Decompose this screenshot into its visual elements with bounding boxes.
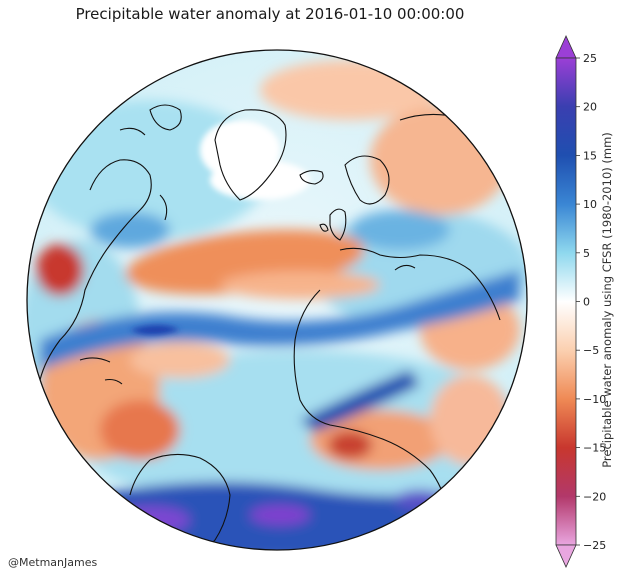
globe-map [26, 49, 528, 551]
colorbar-tick-label: 0 [583, 296, 590, 309]
colorbar-ticks: 25 20 15 10 5 0 −5 −10 −15 −20 −25 [576, 52, 606, 552]
colorbar-tick-label: 15 [583, 149, 597, 162]
colorbar-tick-label: 20 [583, 101, 597, 114]
colorbar-tick-label: 10 [583, 198, 597, 211]
colorbar-tick-label: −15 [583, 442, 606, 455]
chart-title: Precipitable water anomaly at 2016-01-10… [75, 5, 465, 23]
colorbar-top-extension [555, 35, 577, 59]
colorbar-bar [555, 57, 577, 546]
colorbar-bottom-extension [555, 544, 577, 568]
colorbar-tick-label: −20 [583, 490, 606, 503]
credit-text: @MetmanJames [8, 556, 98, 569]
colorbar-tick-label: −25 [583, 539, 606, 552]
colorbar-tick-label: −5 [583, 344, 599, 357]
colorbar-tick-label: −10 [583, 393, 606, 406]
colorbar-tick-label: 5 [583, 247, 590, 260]
colorbar-tick-label: 25 [583, 52, 597, 65]
colorbar-label: Precipitable water anomaly using CFSR (1… [600, 132, 614, 468]
